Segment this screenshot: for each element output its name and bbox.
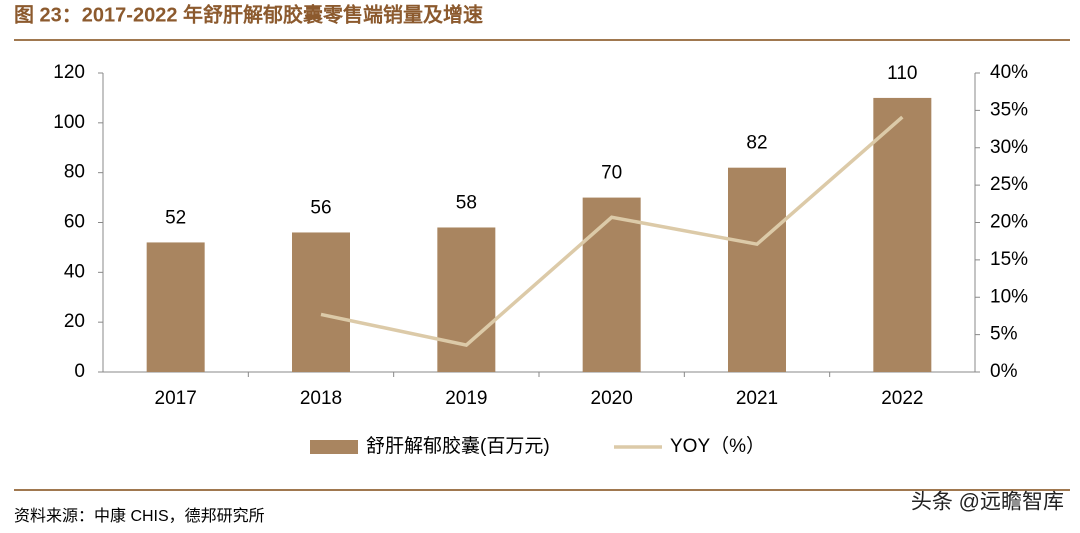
source: 资料来源：中康 CHIS，德邦研究所 — [14, 507, 265, 525]
watermark: 头条 @远瞻智库 — [911, 491, 1064, 514]
x-tick-label: 2021 — [736, 388, 778, 409]
data-label: 82 — [746, 133, 767, 154]
y2-tick-label: 30% — [990, 137, 1028, 158]
y-tick-label: 120 — [53, 62, 85, 83]
y2-tick-label: 5% — [990, 324, 1018, 345]
y-tick-label: 20 — [64, 311, 85, 332]
bar — [582, 197, 641, 372]
bar — [728, 167, 786, 372]
y2-tick-label: 35% — [990, 99, 1028, 120]
line — [320, 115, 904, 347]
data-label: 56 — [310, 197, 331, 218]
y2-tick-label: 10% — [990, 286, 1028, 307]
data-label: 58 — [456, 192, 477, 213]
chart-title: 图 23：2017-2022 年舒肝解郁胶囊零售端销量及增速 — [14, 2, 483, 26]
y-tick-label: 40 — [64, 261, 85, 282]
y-tick-label: 60 — [64, 212, 85, 233]
y2-tick-label: 20% — [990, 212, 1028, 233]
x-tick-label: 2017 — [155, 388, 197, 409]
legend-label: 舒肝解郁胶囊(百万元) — [366, 435, 550, 457]
data-label: 52 — [165, 207, 186, 228]
x-tick-label: 2020 — [591, 388, 633, 409]
x-tick-label: 2019 — [445, 388, 487, 409]
y2-tick-label: 15% — [990, 249, 1028, 270]
y-tick-label: 80 — [64, 162, 85, 183]
data-label: 110 — [887, 63, 917, 84]
y-tick-label: 0 — [74, 361, 85, 382]
data-label: 70 — [601, 163, 622, 184]
x-tick-label: 2018 — [300, 388, 342, 409]
bar — [437, 227, 496, 372]
y-tick-label: 100 — [53, 112, 85, 133]
legend-label: YOY（%） — [670, 435, 765, 457]
bar — [873, 97, 932, 373]
bar — [146, 242, 205, 372]
y2-tick-label: 0% — [990, 361, 1018, 382]
y2-tick-label: 40% — [990, 62, 1028, 83]
legend-swatch — [310, 440, 358, 454]
bar — [292, 232, 350, 372]
x-tick-label: 2022 — [881, 388, 923, 409]
y2-tick-label: 25% — [990, 174, 1028, 195]
